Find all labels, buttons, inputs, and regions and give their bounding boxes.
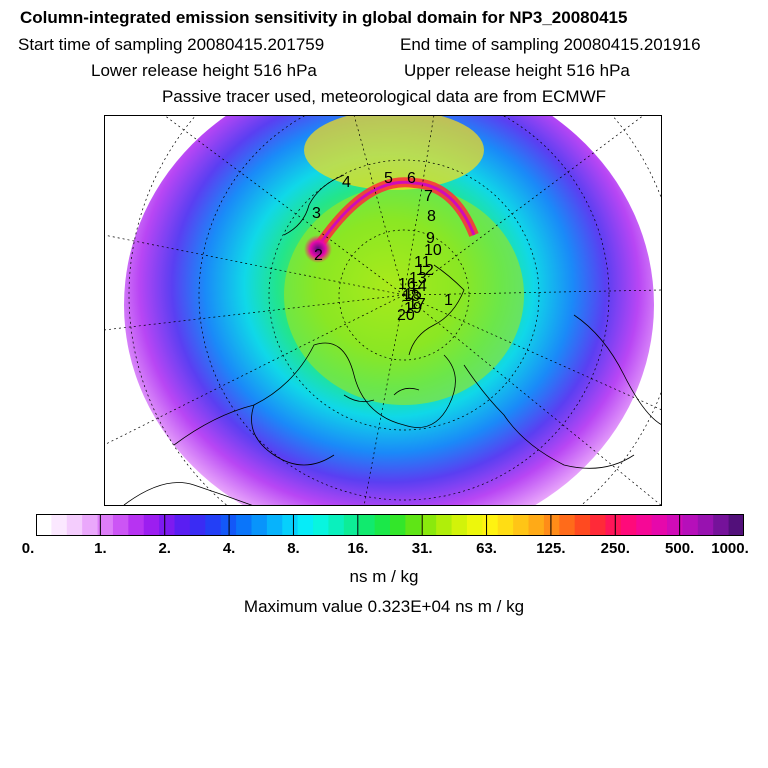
coastlines <box>123 174 662 506</box>
colorbar-swatch <box>420 514 437 536</box>
colorbar-swatch <box>574 514 591 536</box>
map-plot-area <box>104 115 662 506</box>
colorbar-swatch <box>236 514 253 536</box>
colorbar-swatch <box>620 514 637 536</box>
colorbar-swatch <box>143 514 160 536</box>
colorbar-swatch <box>667 514 684 536</box>
flight-point-label: 6 <box>407 170 416 187</box>
colorbar-swatch <box>266 514 283 536</box>
colorbar-units-label: ns m / kg <box>349 567 419 586</box>
colorbar-swatch <box>313 514 330 536</box>
graticule <box>104 115 662 506</box>
flight-point-label: 7 <box>424 188 433 205</box>
colorbar-swatch <box>174 514 191 536</box>
colorbar-swatch <box>466 514 483 536</box>
colorbar-tick-label: 63. <box>476 540 497 557</box>
start-time-label: Start time of sampling 20080415.201759 <box>18 35 325 54</box>
colorbar-swatch <box>405 514 422 536</box>
plume-north <box>304 115 484 190</box>
colorbar-tick-label: 16. <box>347 540 369 557</box>
flight-point-label: 17 <box>408 296 426 313</box>
colorbar-swatch <box>436 514 453 536</box>
colorbar-swatch <box>728 514 744 536</box>
colorbar-swatch <box>51 514 68 536</box>
colorbar-dividers <box>99 514 681 536</box>
colorbar-swatch <box>251 514 268 536</box>
colorbar-tick-label: 125. <box>536 540 566 557</box>
flight-point-label: 1 <box>444 292 453 309</box>
flight-point-label: 20 <box>397 307 415 324</box>
colorbar-swatch <box>359 514 376 536</box>
source-hotspot <box>304 235 332 263</box>
colorbar <box>36 514 744 536</box>
colorbar-swatch <box>697 514 714 536</box>
colorbar-swatch <box>282 514 299 536</box>
upper-release-label: Upper release height 516 hPa <box>404 61 630 80</box>
colorbar-swatch <box>605 514 622 536</box>
colorbar-swatch <box>343 514 360 536</box>
flight-point-label: 18 <box>402 288 420 305</box>
colorbar-swatch <box>482 514 499 536</box>
flight-point-label: 19 <box>404 300 422 317</box>
chart-title: Column-integrated emission sensitivity i… <box>20 8 628 27</box>
flight-point-label: 15 <box>404 286 422 303</box>
colorbar-swatch <box>390 514 406 536</box>
colorbar-tick-label: 500. <box>665 540 695 557</box>
tracer-note: Passive tracer used, meteorological data… <box>161 87 607 106</box>
flight-point-label: 14 <box>409 278 427 295</box>
colorbar-swatch <box>636 514 653 536</box>
colorbar-swatches <box>36 514 744 536</box>
colorbar-tick-label: 31. <box>411 540 433 557</box>
colorbar-swatch <box>713 514 730 536</box>
colorbar-tick-label: 250. <box>600 540 630 557</box>
colorbar-swatch <box>205 514 222 536</box>
colorbar-swatch <box>374 514 391 536</box>
colorbar-swatch <box>36 514 52 536</box>
colorbar-swatch <box>513 514 530 536</box>
colorbar-swatch <box>82 514 99 536</box>
colorbar-swatch <box>128 514 145 536</box>
colorbar-swatch <box>559 514 576 536</box>
flight-point-label: 8 <box>427 208 436 225</box>
flight-point-label: 3 <box>312 205 321 222</box>
flight-point-label: 10 <box>424 242 442 259</box>
colorbar-tick-label: 4. <box>222 540 236 557</box>
colorbar-swatch <box>112 514 129 536</box>
colorbar-swatch <box>97 514 114 536</box>
flight-point-label: 12 <box>416 262 434 279</box>
colorbar-tick-label: 0. <box>21 540 35 557</box>
colorbar-swatch <box>297 514 314 536</box>
flight-point-label: 2 <box>314 247 323 264</box>
colorbar-swatch <box>189 514 206 536</box>
colorbar-swatch <box>528 514 545 536</box>
colorbar-swatch <box>497 514 514 536</box>
colorbar-tick-label: 2. <box>158 540 171 557</box>
maximum-value-label: Maximum value 0.323E+04 ns m / kg <box>243 597 525 616</box>
colorbar-swatch <box>66 514 83 536</box>
flight-point-label: 11 <box>414 254 431 271</box>
colorbar-tick-label: 1000. <box>711 540 749 557</box>
lower-release-label: Lower release height 516 hPa <box>91 61 317 80</box>
flight-track-core <box>312 180 476 254</box>
colorbar-swatch <box>451 514 468 536</box>
flight-point-label: 9 <box>426 230 435 247</box>
flight-point-label: 16 <box>398 276 416 293</box>
flight-point-label: 13 <box>409 270 427 287</box>
flight-point-label: 4 <box>342 174 351 191</box>
colorbar-tick-label: 8. <box>287 540 300 557</box>
end-time-label: End time of sampling 20080415.201916 <box>400 35 701 54</box>
flight-point-label: 5 <box>384 170 393 187</box>
colorbar-swatch <box>651 514 668 536</box>
colorbar-swatch <box>682 514 699 536</box>
colorbar-tick-label: 1. <box>94 540 107 557</box>
colorbar-swatch <box>590 514 607 536</box>
colorbar-swatch <box>543 514 560 536</box>
colorbar-swatch <box>159 514 176 536</box>
colorbar-swatch <box>328 514 345 536</box>
